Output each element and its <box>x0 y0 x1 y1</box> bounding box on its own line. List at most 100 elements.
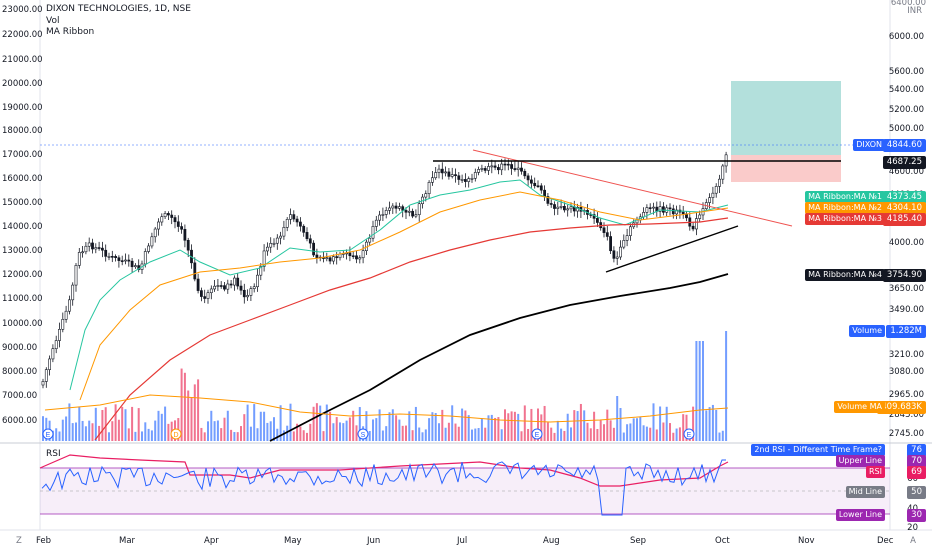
candle-body <box>513 168 517 170</box>
volume-bar <box>372 419 374 441</box>
volume-bar <box>289 403 292 441</box>
volume-bar <box>652 403 655 441</box>
candle-body <box>110 256 114 258</box>
candle-body <box>401 206 405 211</box>
volume-bar <box>500 429 503 441</box>
volume-bar <box>606 409 609 441</box>
candle-body <box>500 163 504 171</box>
volume-value: 1.282M <box>886 325 926 338</box>
volume-bar <box>164 406 167 441</box>
volume-bar <box>523 405 526 441</box>
candle-body <box>490 165 494 168</box>
volume-bar <box>322 431 325 441</box>
candle-body <box>48 358 52 370</box>
volume-bar <box>550 427 553 441</box>
left-axis-tick-2: 21000.00 <box>2 55 43 65</box>
volume-bar <box>467 415 470 441</box>
candle-body <box>167 213 170 216</box>
volume-bar <box>659 406 662 441</box>
volume-bar <box>259 411 262 441</box>
left-axis-tick-4: 19000.00 <box>2 103 43 113</box>
volume-bar <box>715 409 718 441</box>
ma-ribbon-legend[interactable]: MA Ribbon <box>46 27 95 37</box>
time-axis-label-5: Jul <box>457 536 468 546</box>
candle-body <box>404 210 408 213</box>
volume-bar <box>111 421 114 441</box>
volume-bar <box>345 420 348 441</box>
volume-bar <box>58 431 61 441</box>
volume-bar <box>718 432 721 441</box>
candle-body <box>77 252 81 266</box>
candle-body <box>437 168 441 173</box>
right-axis-tick-12: 3080.00 <box>888 367 924 377</box>
volume-bar <box>266 422 269 441</box>
volume-legend[interactable]: Vol <box>46 16 60 26</box>
volume-tag: Volume <box>849 325 885 337</box>
candle-body <box>520 167 523 172</box>
volume-bar <box>368 430 371 441</box>
bottom-left-corner[interactable]: Z <box>16 536 22 546</box>
candle-body <box>543 189 547 197</box>
volume-bar <box>589 428 592 441</box>
volume-bar <box>213 421 216 441</box>
volume-bar <box>504 409 506 441</box>
candle-body <box>226 283 230 290</box>
candle-body <box>176 221 180 227</box>
volume-bar <box>342 423 345 441</box>
volume-bar <box>642 425 645 441</box>
candle-body <box>411 210 415 217</box>
horizontal-level-label[interactable]: 4687.25 <box>882 156 926 169</box>
volume-bar <box>121 406 124 441</box>
volume-bar <box>302 430 305 441</box>
candle-body <box>331 256 335 262</box>
candle-body <box>487 166 490 171</box>
volume-bar <box>279 405 282 441</box>
auto-scale-toggle[interactable]: A <box>910 536 916 546</box>
candle-body <box>127 259 131 262</box>
profit-zone <box>731 81 841 155</box>
right-axis-tick-14: 2845.00 <box>888 410 924 420</box>
candle-body <box>351 255 355 258</box>
rising-support-line <box>605 225 739 273</box>
candle-body <box>691 225 695 230</box>
volume-bar <box>299 426 302 441</box>
volume-bar <box>576 411 579 441</box>
volume-bar <box>593 411 596 441</box>
earnings-icon <box>531 428 543 440</box>
ma2-value: 4304.10 <box>882 202 926 215</box>
volume-bar <box>444 427 447 441</box>
candle-body <box>533 182 537 187</box>
candle-body <box>81 251 85 254</box>
volume-bar <box>721 430 724 441</box>
volume-bar <box>619 408 622 441</box>
candle-body <box>460 179 464 181</box>
time-axis-label-10: Dec <box>877 536 894 546</box>
ma1-tag: MA Ribbon:MA №1 <box>805 191 885 203</box>
volume-bar <box>190 397 193 441</box>
candle-body <box>694 218 698 230</box>
volume-bar <box>329 411 332 441</box>
volume-bar <box>108 432 110 441</box>
candle-body <box>289 214 292 220</box>
candle-body <box>516 167 520 170</box>
candle-body <box>559 206 563 208</box>
split-icon-glyph: S <box>361 432 366 439</box>
volume-bar <box>669 423 671 441</box>
volume-bar <box>358 407 361 441</box>
volume-bar <box>639 416 642 441</box>
volume-bar <box>391 409 394 441</box>
left-axis-tick-0: 23000.00 <box>2 5 43 15</box>
candle-body <box>54 340 58 349</box>
volume-bar <box>276 428 279 441</box>
candle-body <box>718 178 721 187</box>
rsi-value-4: 30 <box>907 509 926 522</box>
right-axis-tick-15: 2745.00 <box>888 429 924 439</box>
candle-body <box>609 236 613 252</box>
rsi-legend[interactable]: RSI <box>46 449 61 459</box>
rsi-tag-1: Upper Line <box>835 455 885 467</box>
candle-body <box>308 238 312 244</box>
dixon-symbol-tag: DIXON <box>853 139 885 151</box>
candle-body <box>648 207 652 209</box>
candle-body <box>658 206 662 212</box>
